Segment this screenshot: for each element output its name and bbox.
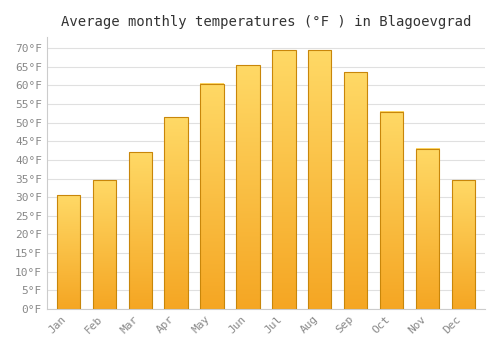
Bar (200, 84, 224, 309)
Bar (56, 195, 80, 309)
Bar (128, 153, 152, 309)
Bar (416, 149, 439, 309)
Bar (452, 180, 475, 309)
Title: Average monthly temperatures (°F ) in Blagoevgrad: Average monthly temperatures (°F ) in Bl… (60, 15, 471, 29)
Bar (92, 180, 116, 309)
Bar (236, 65, 260, 309)
Bar (380, 112, 404, 309)
Bar (164, 117, 188, 309)
Bar (344, 72, 368, 309)
Bar (272, 50, 295, 309)
Bar (308, 50, 332, 309)
